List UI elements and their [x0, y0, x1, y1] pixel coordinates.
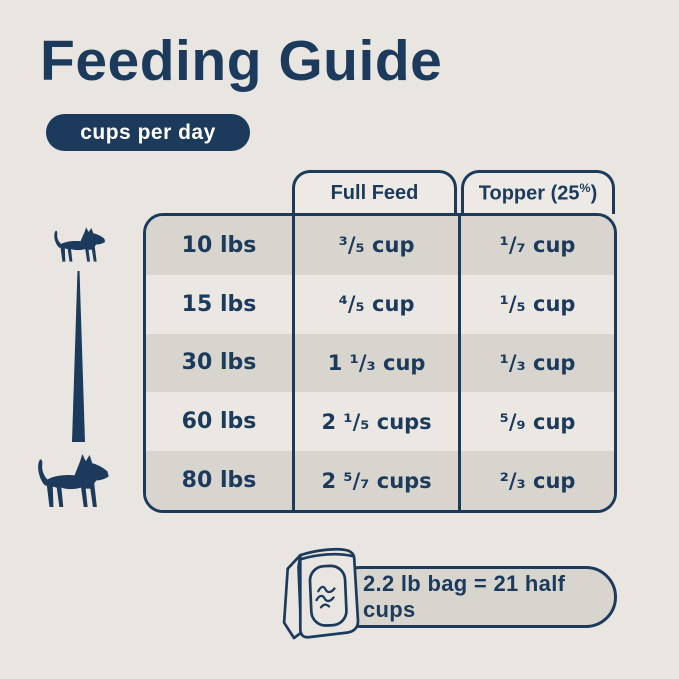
- size-scale-wedge: [72, 271, 85, 442]
- weight-cell: 60 lbs: [181, 409, 257, 435]
- page-title: Feeding Guide: [40, 29, 443, 93]
- weight-cell: 10 lbs: [181, 232, 257, 258]
- full-feed-cell: 1 ¹/₃ cup: [292, 333, 458, 393]
- topper-cell: ¹/₅ cup: [458, 274, 614, 334]
- percent-superscript: %: [579, 181, 591, 196]
- table-row: 30 lbs 1 ¹/₃ cup ¹/₃ cup: [146, 333, 614, 393]
- bag-yield-pill: 2.2 lb bag = 21 half cups: [330, 566, 617, 628]
- topper-cell: ¹/₃ cup: [458, 333, 614, 393]
- topper-cell: ¹/₇ cup: [458, 216, 614, 275]
- small-dog-icon: [54, 227, 106, 262]
- bag-yield-label: 2.2 lb bag = 21 half cups: [363, 571, 566, 622]
- table-row: 15 lbs ⁴/₅ cup ¹/₅ cup: [146, 274, 614, 334]
- column-header-topper: Topper (25%): [461, 170, 615, 214]
- table-row: 60 lbs 2 ¹/₅ cups ⁵/₉ cup: [146, 392, 614, 452]
- topper-cell: ⁵/₉ cup: [458, 392, 614, 452]
- feeding-table: 10 lbs ³/₅ cup ¹/₇ cup 15 lbs ⁴/₅ cup ¹/…: [143, 213, 617, 513]
- cups-per-day-badge: cups per day: [46, 114, 250, 151]
- full-feed-cell: ⁴/₅ cup: [292, 274, 458, 334]
- table-row: 80 lbs 2 ⁵/₇ cups ²/₃ cup: [146, 451, 614, 510]
- weight-cell: 15 lbs: [181, 291, 257, 317]
- full-feed-cell: ³/₅ cup: [292, 216, 458, 275]
- full-feed-cell: 2 ¹/₅ cups: [292, 392, 458, 452]
- weight-cell: 30 lbs: [181, 350, 257, 376]
- table-row: 10 lbs ³/₅ cup ¹/₇ cup: [146, 216, 614, 275]
- weight-cell: 80 lbs: [181, 468, 257, 494]
- column-header-full-feed: Full Feed: [292, 170, 457, 214]
- full-feed-header-label: Full Feed: [330, 182, 419, 204]
- full-feed-cell: 2 ⁵/₇ cups: [292, 451, 458, 510]
- large-dog-icon: [38, 454, 109, 507]
- badge-label: cups per day: [80, 120, 216, 144]
- topper-header-label: Topper (25%): [478, 181, 598, 205]
- food-bag-icon: [282, 547, 360, 640]
- topper-cell: ²/₃ cup: [458, 451, 614, 510]
